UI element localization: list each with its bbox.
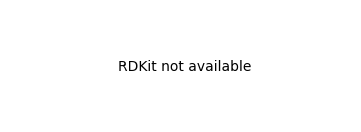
Text: RDKit not available: RDKit not available [118, 60, 252, 74]
